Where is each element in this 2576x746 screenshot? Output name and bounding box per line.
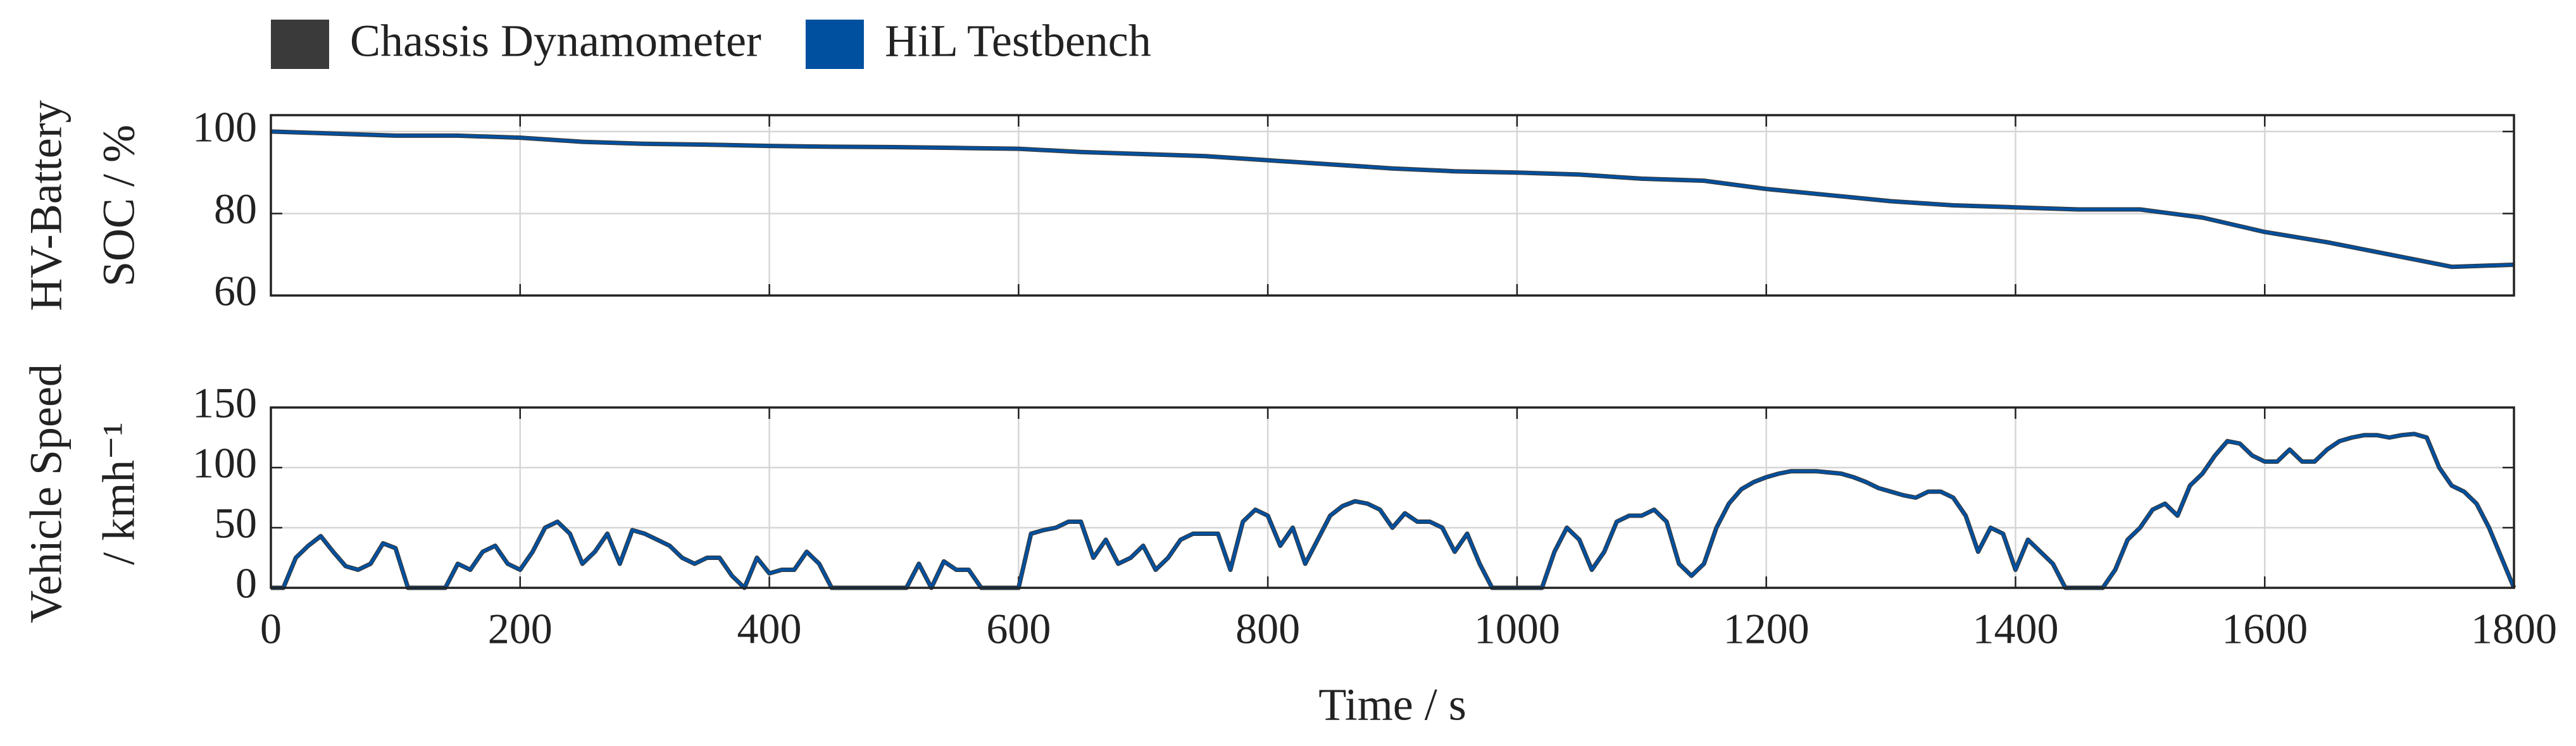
legend-swatch	[805, 20, 864, 69]
x-tick-label: 200	[488, 605, 553, 653]
series-line	[271, 432, 2516, 590]
plot-frame	[270, 406, 2515, 589]
x-tick-label: 1600	[2222, 605, 2308, 653]
series-line	[270, 130, 2515, 268]
y-axis-label: / kmh⁻¹	[94, 422, 144, 565]
y-tick-label: 0	[235, 559, 257, 607]
y-axis-label: SOC / %	[94, 125, 144, 287]
series-line	[271, 432, 2517, 590]
x-tick-label: 400	[737, 605, 802, 653]
x-tick-label: 1200	[1723, 605, 1810, 653]
x-tick-label: 600	[986, 605, 1051, 653]
legend-label: Chassis Dynamometer	[350, 16, 761, 66]
y-axis-label: Vehicle Speed	[21, 364, 72, 623]
y-tick-label: 100	[192, 439, 257, 487]
y-tick-label: 150	[192, 379, 257, 427]
y-tick-label: 80	[214, 185, 257, 233]
plot-frame	[270, 114, 2515, 297]
legend-label: HiL Testbench	[885, 16, 1151, 66]
y-tick-label: 50	[214, 499, 257, 547]
x-tick-label: 0	[260, 605, 282, 653]
y-tick-label: 60	[214, 267, 257, 315]
series-line	[270, 129, 2515, 270]
y-tick-label: 100	[192, 103, 257, 151]
x-tick-label: 1000	[1474, 605, 1560, 653]
x-tick-label: 1800	[2471, 605, 2557, 653]
x-tick-label: 800	[1235, 605, 1300, 653]
legend-swatch	[271, 20, 329, 69]
x-tick-label: 1400	[1972, 605, 2058, 653]
y-axis-label: HV-Battery	[21, 100, 72, 311]
x-axis-label: Time / s	[1318, 680, 1466, 730]
